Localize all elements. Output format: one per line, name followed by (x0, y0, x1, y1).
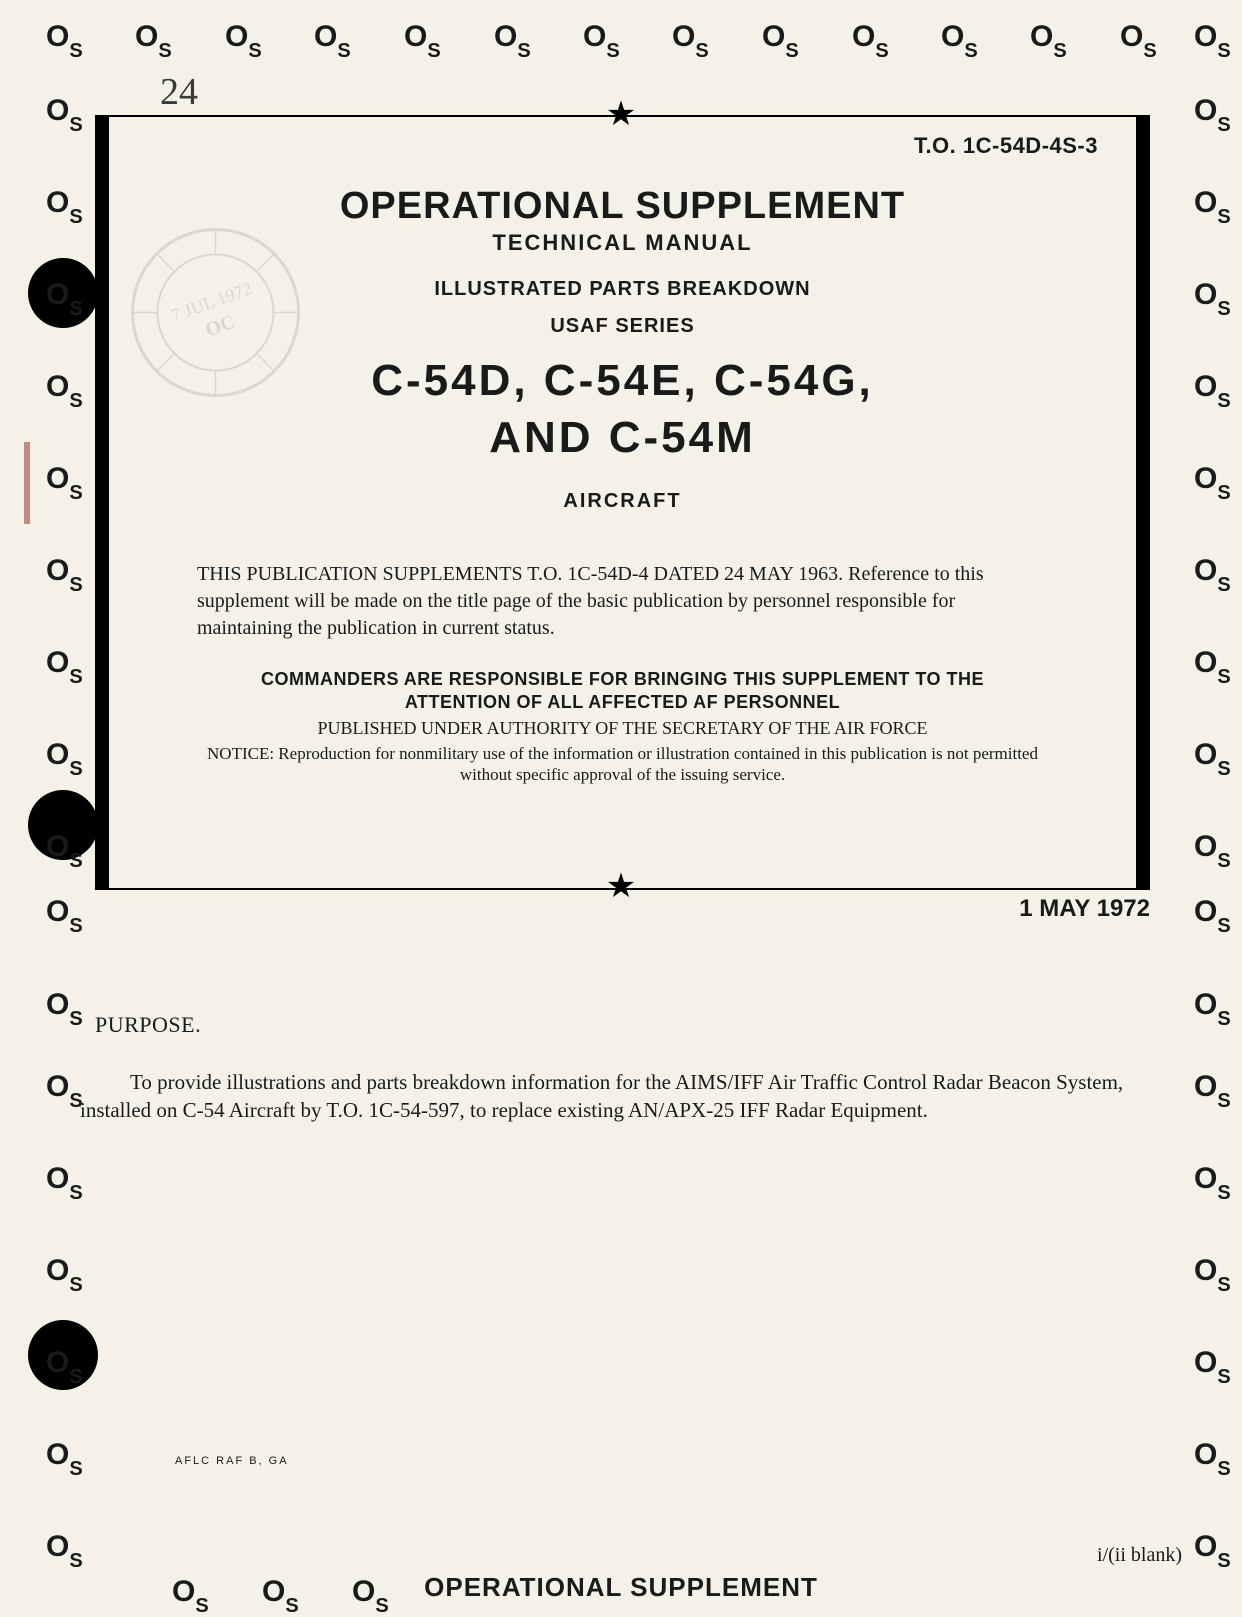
staple-mark (24, 442, 30, 524)
os-border-mark: OS (852, 20, 889, 59)
os-border-mark: OS (1194, 830, 1231, 869)
os-border-mark: OS (46, 738, 83, 777)
os-border-mark: OS (46, 278, 83, 317)
supplement-note: THIS PUBLICATION SUPPLEMENTS T.O. 1C-54D… (197, 561, 1048, 642)
ipb-heading: ILLUSTRATED PARTS BREAKDOWN (147, 278, 1098, 301)
os-border-mark: OS (46, 988, 83, 1027)
os-border-mark: OS (1194, 646, 1231, 685)
os-border-mark: OS (1194, 1254, 1231, 1293)
os-border-mark: OS (46, 462, 83, 501)
os-border-mark: OS (46, 1530, 83, 1569)
os-border-mark: OS (46, 554, 83, 593)
os-border-mark: OS (46, 646, 83, 685)
os-border-mark: OS (225, 20, 262, 59)
technical-order-number: T.O. 1C-54D-4S-3 (147, 133, 1098, 159)
os-border-mark: OS (762, 20, 799, 59)
os-border-mark: OS (1194, 20, 1231, 59)
os-border-mark: OS (1194, 94, 1231, 133)
title-frame: T.O. 1C-54D-4S-3 OPERATIONAL SUPPLEMENT … (95, 115, 1150, 890)
os-border-mark: OS (46, 1070, 83, 1109)
os-border-mark: OS (1194, 1346, 1231, 1385)
os-border-mark: OS (46, 830, 83, 869)
page-number: i/(ii blank) (1097, 1544, 1182, 1567)
reproduction-notice: NOTICE: Reproduction for nonmilitary use… (207, 743, 1038, 786)
os-border-mark: OS (672, 20, 709, 59)
os-border-mark: OS (314, 20, 351, 59)
doc-subtitle: TECHNICAL MANUAL (147, 230, 1098, 256)
aircraft-models: C-54D, C-54E, C-54G, AND C-54M (147, 352, 1098, 466)
os-border-mark: OS (46, 1438, 83, 1477)
os-border-mark: OS (1194, 462, 1231, 501)
publication-date: 1 MAY 1972 (1019, 895, 1150, 923)
os-border-mark: OS (1194, 738, 1231, 777)
os-border-mark: OS (1030, 20, 1067, 59)
commanders-notice: COMMANDERS ARE RESPONSIBLE FOR BRINGING … (217, 668, 1028, 713)
os-border-mark: OS (1194, 895, 1231, 934)
os-border-mark: OS (941, 20, 978, 59)
purpose-body: To provide illustrations and parts break… (80, 1068, 1162, 1125)
os-border-mark: OS (1194, 554, 1231, 593)
handwritten-note: 24 (160, 70, 198, 114)
os-border-mark: OS (46, 370, 83, 409)
os-border-mark: OS (46, 1254, 83, 1293)
os-border-mark: OS (1194, 1438, 1231, 1477)
printer-line: AFLC RAF B, GA (175, 1455, 289, 1467)
series-heading: USAF SERIES (147, 315, 1098, 338)
os-border-mark: OS (583, 20, 620, 59)
os-border-mark: OS (1194, 1162, 1231, 1201)
os-border-mark: OS (172, 1575, 209, 1614)
authority-line: PUBLISHED UNDER AUTHORITY OF THE SECRETA… (207, 717, 1038, 740)
os-border-mark: OS (1120, 20, 1157, 59)
os-border-mark: OS (1194, 186, 1231, 225)
os-border-mark: OS (1194, 278, 1231, 317)
os-border-mark: OS (135, 20, 172, 59)
os-border-mark: OS (46, 186, 83, 225)
os-border-mark: OS (1194, 1530, 1231, 1569)
os-border-mark: OS (262, 1575, 299, 1614)
os-border-mark: OS (46, 94, 83, 133)
purpose-heading: PURPOSE. (95, 1012, 201, 1038)
os-border-mark: OS (494, 20, 531, 59)
footer-title: OPERATIONAL SUPPLEMENT (424, 1572, 818, 1603)
os-border-mark: OS (1194, 988, 1231, 1027)
os-border-mark: OS (352, 1575, 389, 1614)
doc-title: OPERATIONAL SUPPLEMENT (147, 185, 1098, 228)
os-border-mark: OS (46, 895, 83, 934)
os-border-mark: OS (1194, 370, 1231, 409)
os-border-mark: OS (404, 20, 441, 59)
os-border-mark: OS (1194, 1070, 1231, 1109)
os-border-mark: OS (46, 1346, 83, 1385)
os-border-mark: OS (46, 20, 83, 59)
os-border-mark: OS (46, 1162, 83, 1201)
aircraft-label: AIRCRAFT (147, 490, 1098, 513)
